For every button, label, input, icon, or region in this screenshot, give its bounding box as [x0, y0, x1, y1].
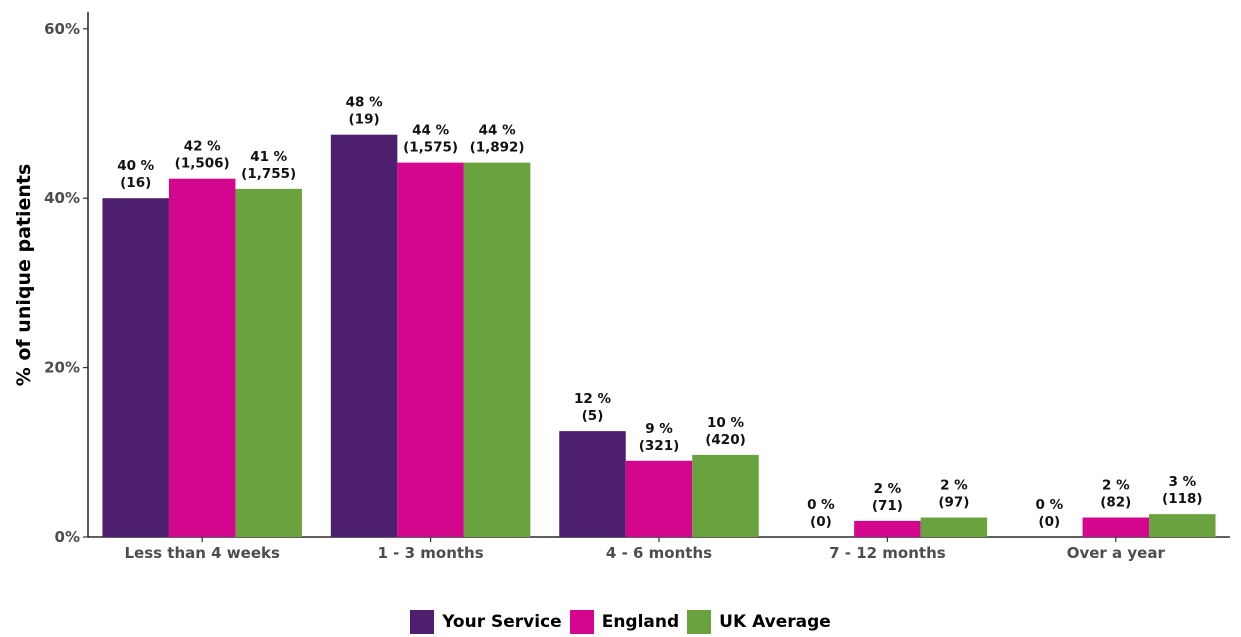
legend-item-your-service: Your Service [410, 610, 562, 634]
y-tick-label: 40% [44, 189, 80, 207]
data-label-count: (19) [349, 112, 380, 128]
data-label-count: (82) [1100, 495, 1131, 511]
data-label-percent: 2 % [1102, 478, 1130, 494]
legend-swatch-uk-average [687, 610, 712, 634]
data-label-percent: 44 % [479, 123, 516, 139]
bar [1082, 517, 1150, 537]
bar [397, 162, 464, 537]
chart-bars [102, 134, 1216, 538]
legend-label-england: England [601, 612, 680, 632]
data-label-percent: 0 % [807, 497, 835, 513]
bar [1149, 514, 1216, 537]
chart-axes: 0% 20% 40% 60% Less than 4 weeks 1 - 3 months… [44, 11, 1230, 562]
data-label-percent: 2 % [874, 481, 902, 497]
x-tick-label: Over a year [1067, 544, 1166, 562]
x-tick-label: 7 - 12 months [829, 544, 946, 562]
legend-swatch-your-service [410, 610, 435, 634]
bar [920, 517, 988, 537]
legend: Your Service England UK Average [0, 610, 1241, 634]
legend-item-uk-average: UK Average [687, 610, 831, 634]
y-tick-label: 0% [55, 528, 80, 546]
legend-item-england: England [569, 610, 680, 634]
bar [168, 178, 236, 537]
x-tick-label: 1 - 3 months [378, 544, 484, 562]
data-label-percent: 0 % [1035, 497, 1063, 513]
bar [692, 454, 759, 537]
data-label-percent: 41 % [250, 149, 287, 165]
data-label-count: (0) [1038, 514, 1060, 530]
data-label-percent: 40 % [117, 158, 154, 174]
legend-label-your-service: Your Service [442, 612, 562, 632]
data-label-count: (420) [705, 432, 746, 448]
legend-label-uk-average: UK Average [719, 612, 831, 632]
data-label-count: (16) [120, 175, 151, 191]
bar [463, 162, 531, 537]
bar [559, 431, 626, 537]
data-label-percent: 9 % [645, 421, 673, 437]
bar [854, 520, 921, 537]
data-label-percent: 42 % [184, 139, 221, 155]
data-label-count: (71) [872, 498, 903, 514]
data-label-count: (321) [639, 438, 680, 454]
data-label-percent: 10 % [707, 415, 744, 431]
legend-swatch-england [569, 610, 594, 634]
data-label-count: (1,755) [241, 166, 296, 182]
bar [330, 134, 398, 538]
data-label-count: (0) [810, 514, 832, 530]
data-label-count: (5) [582, 408, 604, 424]
y-tick-label: 60% [44, 20, 80, 38]
x-tick-label: Less than 4 weeks [124, 544, 280, 562]
data-label-count: (1,575) [403, 140, 458, 156]
x-tick-label: 4 - 6 months [606, 544, 712, 562]
data-label-count: (118) [1162, 491, 1203, 507]
bar-chart: 0% 20% 40% 60% Less than 4 weeks 1 - 3 months… [13, 11, 1230, 562]
y-axis-title: % of unique patients [13, 164, 35, 387]
bar [102, 198, 169, 537]
data-label-count: (1,506) [175, 156, 230, 172]
data-label-percent: 2 % [940, 478, 968, 494]
bar [625, 460, 693, 537]
y-tick-label: 20% [44, 359, 80, 377]
data-label-percent: 3 % [1168, 474, 1196, 490]
data-label-count: (97) [938, 495, 969, 511]
data-label-percent: 48 % [346, 95, 383, 111]
chart-data-labels: 40 %(16) 42 %(1,506) 41 %(1,755) 48 %(19) 44… [117, 95, 1202, 530]
data-label-percent: 44 % [412, 123, 449, 139]
data-label-percent: 12 % [574, 391, 611, 407]
data-label-count: (1,892) [470, 140, 525, 156]
bar [235, 188, 302, 537]
